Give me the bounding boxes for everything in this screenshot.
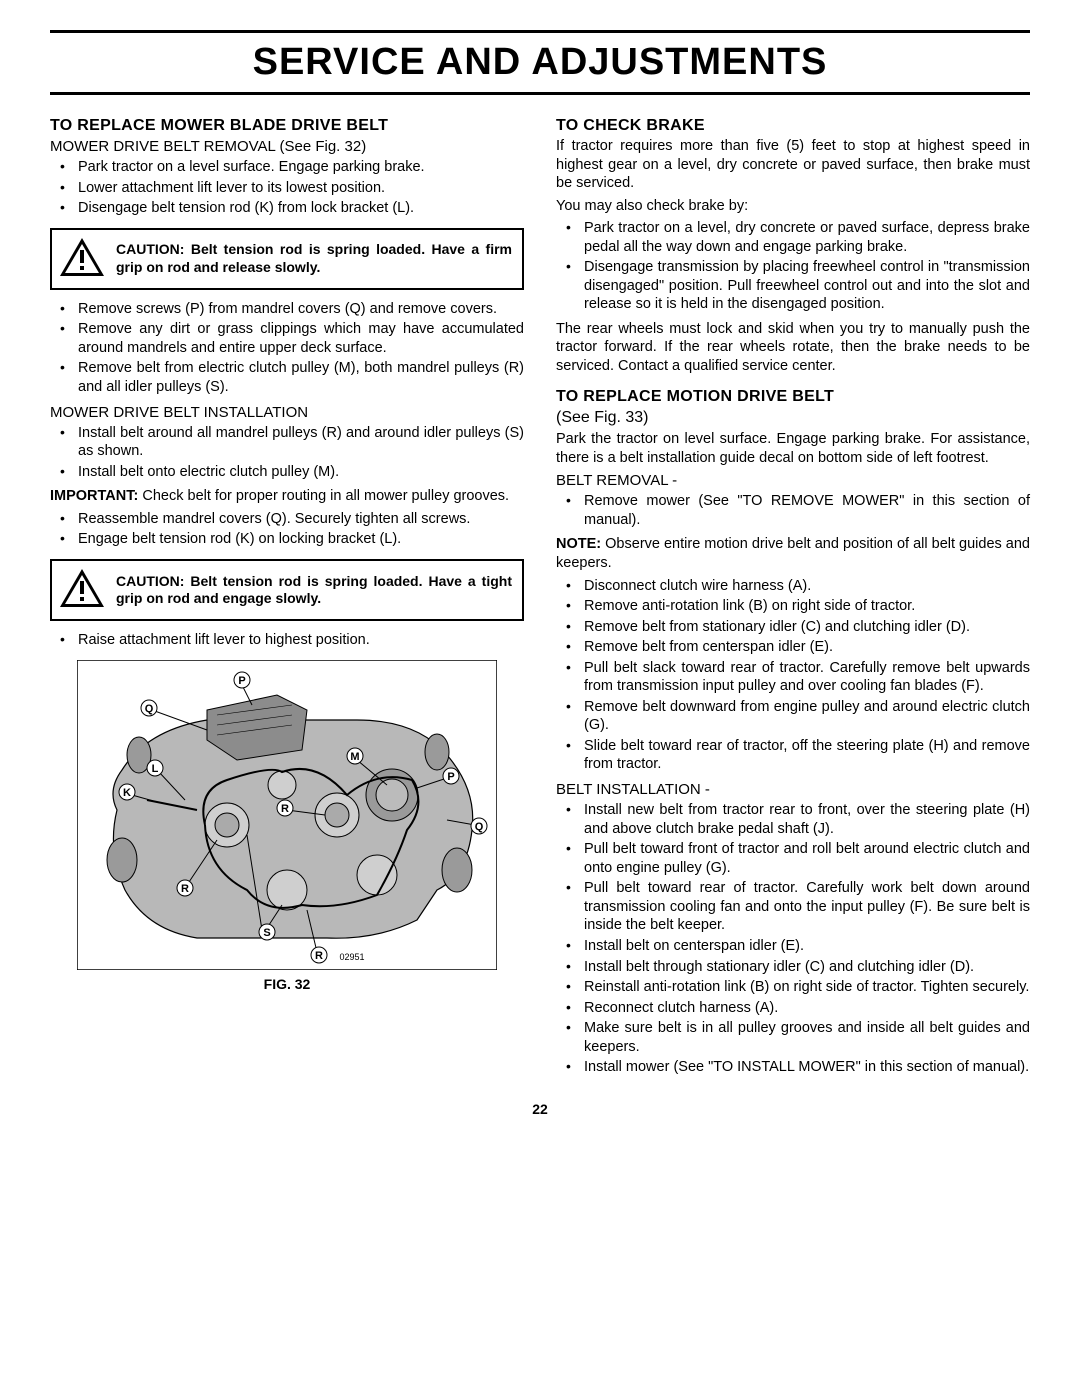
list-item: Pull belt slack toward rear of tractor. … (556, 659, 1030, 696)
list-item: Remove anti-rotation link (B) on right s… (556, 597, 1030, 616)
warning-triangle-icon (58, 567, 106, 613)
list-item: Engage belt tension rod (K) on locking b… (50, 530, 524, 549)
list-belt-removal-1: Remove mower (See "TO REMOVE MOWER" in t… (556, 492, 1030, 529)
list-item: Remove belt from centerspan idler (E). (556, 638, 1030, 657)
list-item: Install belt on centerspan idler (E). (556, 937, 1030, 956)
paragraph: The rear wheels must lock and skid when … (556, 320, 1030, 376)
paragraph: You may also check brake by: (556, 197, 1030, 216)
list-item: Reassemble mandrel covers (Q). Securely … (50, 510, 524, 529)
page-title: SERVICE AND ADJUSTMENTS (50, 41, 1030, 84)
list-item: Pull belt toward front of tractor and ro… (556, 840, 1030, 877)
warning-triangle-icon (58, 236, 106, 282)
list-install-2: Reassemble mandrel covers (Q). Securely … (50, 510, 524, 549)
paragraph: Park the tractor on level surface. Engag… (556, 430, 1030, 467)
fig-label-p: P (238, 675, 245, 687)
fig-label-l: L (152, 763, 159, 775)
note: NOTE: Observe entire motion drive belt a… (556, 535, 1030, 572)
rule-bottom (50, 92, 1030, 95)
content-columns: TO REPLACE MOWER BLADE DRIVE BELT MOWER … (50, 113, 1030, 1083)
list-removal-2: Remove screws (P) from mandrel covers (Q… (50, 300, 524, 397)
list-item: Install mower (See "TO INSTALL MOWER" in… (556, 1058, 1030, 1077)
list-item: Remove mower (See "TO REMOVE MOWER" in t… (556, 492, 1030, 529)
list-item: Install new belt from tractor rear to fr… (556, 801, 1030, 838)
fig-label-k: K (123, 787, 131, 799)
fig-label-m: M (350, 751, 359, 763)
list-item: Disengage transmission by placing freewh… (556, 258, 1030, 314)
important-note: IMPORTANT: Check belt for proper routing… (50, 487, 524, 506)
caution-text: CAUTION: Belt tension rod is spring load… (116, 241, 512, 276)
note-label: NOTE: (556, 536, 605, 552)
left-column: TO REPLACE MOWER BLADE DRIVE BELT MOWER … (50, 113, 524, 1083)
fig-label-s: S (263, 927, 270, 939)
fig-label-q: Q (145, 703, 154, 715)
important-label: IMPORTANT: (50, 488, 142, 504)
list-item: Install belt through stationary idler (C… (556, 958, 1030, 977)
list-check-brake: Park tractor on a level, dry concrete or… (556, 219, 1030, 314)
list-install-1: Install belt around all mandrel pulleys … (50, 424, 524, 482)
heading-check-brake: TO CHECK BRAKE (556, 117, 1030, 135)
list-removal-1: Park tractor on a level surface. Engage … (50, 158, 524, 218)
right-column: TO CHECK BRAKE If tractor requires more … (556, 113, 1030, 1083)
list-item: Reconnect clutch harness (A). (556, 999, 1030, 1018)
caution-box-2: CAUTION: Belt tension rod is spring load… (50, 559, 524, 621)
list-item: Install belt around all mandrel pulleys … (50, 424, 524, 461)
fig-label-r: R (281, 803, 289, 815)
see-fig-ref: (See Fig. 33) (556, 408, 1030, 428)
caution-box-1: CAUTION: Belt tension rod is spring load… (50, 228, 524, 290)
list-item: Remove belt from electric clutch pulley … (50, 359, 524, 396)
list-item: Remove screws (P) from mandrel covers (Q… (50, 300, 524, 319)
list-item: Slide belt toward rear of tractor, off t… (556, 737, 1030, 774)
fig-label-r2: R (181, 883, 189, 895)
list-item: Park tractor on a level, dry concrete or… (556, 219, 1030, 256)
list-item: Reinstall anti-rotation link (B) on righ… (556, 978, 1030, 997)
list-item: Pull belt toward rear of tractor. Carefu… (556, 879, 1030, 935)
subhead-removal: MOWER DRIVE BELT REMOVAL (See Fig. 32) (50, 137, 524, 156)
important-text: Check belt for proper routing in all mow… (142, 488, 509, 504)
list-item: Remove belt from stationary idler (C) an… (556, 618, 1030, 637)
list-belt-install: Install new belt from tractor rear to fr… (556, 801, 1030, 1077)
subhead-belt-removal: BELT REMOVAL - (556, 471, 1030, 490)
list-item: Raise attachment lift lever to highest p… (50, 631, 524, 650)
list-item: Remove any dirt or grass clippings which… (50, 320, 524, 357)
fig-label-q2: Q (475, 821, 484, 833)
note-text: Observe entire motion drive belt and pos… (556, 536, 1030, 571)
list-item: Disengage belt tension rod (K) from lock… (50, 199, 524, 218)
paragraph: If tractor requires more than five (5) f… (556, 137, 1030, 193)
list-item: Make sure belt is in all pulley grooves … (556, 1019, 1030, 1056)
list-item: Remove belt downward from engine pulley … (556, 698, 1030, 735)
list-item: Install belt onto electric clutch pulley… (50, 463, 524, 482)
list-item: Disconnect clutch wire harness (A). (556, 577, 1030, 596)
mower-deck-diagram: P Q L M K (77, 660, 497, 970)
caution-text: CAUTION: Belt tension rod is spring load… (116, 573, 512, 608)
subhead-install: MOWER DRIVE BELT INSTALLATION (50, 403, 524, 422)
list-item: Lower attachment lift lever to its lowes… (50, 179, 524, 198)
subhead-belt-install: BELT INSTALLATION - (556, 780, 1030, 799)
rule-top (50, 30, 1030, 33)
figure-32: P Q L M K (50, 660, 524, 992)
list-after-caution: Raise attachment lift lever to highest p… (50, 631, 524, 650)
page-number: 22 (50, 1101, 1030, 1117)
fig-label-p2: P (447, 771, 454, 783)
heading-replace-motion-belt: TO REPLACE MOTION DRIVE BELT (556, 388, 1030, 406)
heading-replace-blade-belt: TO REPLACE MOWER BLADE DRIVE BELT (50, 117, 524, 135)
list-belt-removal-2: Disconnect clutch wire harness (A). Remo… (556, 577, 1030, 774)
figure-caption: FIG. 32 (50, 976, 524, 992)
fig-label-r3: R (315, 950, 323, 962)
list-item: Park tractor on a level surface. Engage … (50, 158, 524, 177)
fig-code: 02951 (339, 952, 364, 962)
